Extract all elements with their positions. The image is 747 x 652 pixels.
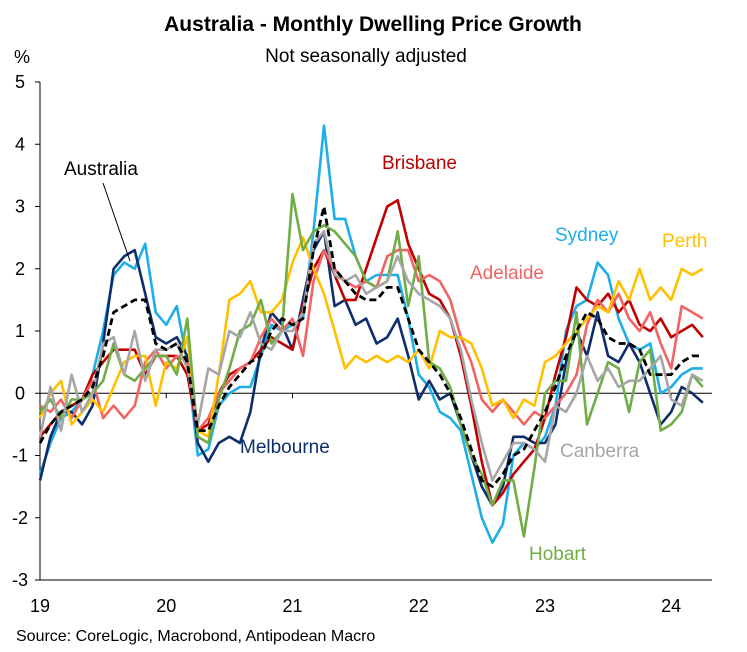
series-line-melbourne <box>38 230 704 507</box>
series-label-hobart: Hobart <box>529 544 587 565</box>
series-label-adelaide: Adelaide <box>470 263 544 284</box>
series-label-sydney: Sydney <box>555 225 619 246</box>
y-tick-label: 0 <box>15 383 25 403</box>
australia-leader-line <box>102 182 131 262</box>
x-tick-label: 23 <box>535 596 555 616</box>
y-tick-label: -2 <box>12 508 28 528</box>
y-tick-label: 4 <box>15 134 25 154</box>
series-label-brisbane: Brisbane <box>382 153 457 174</box>
x-tick-label: 19 <box>30 596 50 616</box>
series-label-australia: Australia <box>64 159 138 180</box>
y-tick-label: -1 <box>12 446 28 466</box>
y-tick-label: 1 <box>15 321 25 341</box>
x-tick-label: 24 <box>661 596 681 616</box>
series-label-melbourne: Melbourne <box>240 437 330 458</box>
y-tick-label: -3 <box>12 570 28 590</box>
y-tick-label: 5 <box>15 72 25 92</box>
y-axis-unit: % <box>14 47 30 67</box>
x-tick-label: 20 <box>156 596 176 616</box>
series-line-perth <box>38 236 704 439</box>
x-tick-label: 22 <box>409 596 429 616</box>
x-tick-label: 21 <box>282 596 302 616</box>
chart-subtitle: Not seasonally adjusted <box>265 46 467 67</box>
series-line-canberra <box>38 230 704 482</box>
series-label-perth: Perth <box>662 231 707 252</box>
y-tick-label: 2 <box>15 259 25 279</box>
source-note: Source: CoreLogic, Macrobond, Antipodean… <box>16 628 375 645</box>
series-line-sydney <box>38 124 703 544</box>
chart-title: Australia - Monthly Dwelling Price Growt… <box>164 13 582 36</box>
series-label-canberra: Canberra <box>560 441 640 462</box>
y-tick-label: 3 <box>15 197 25 217</box>
series-line-australia <box>38 205 703 489</box>
